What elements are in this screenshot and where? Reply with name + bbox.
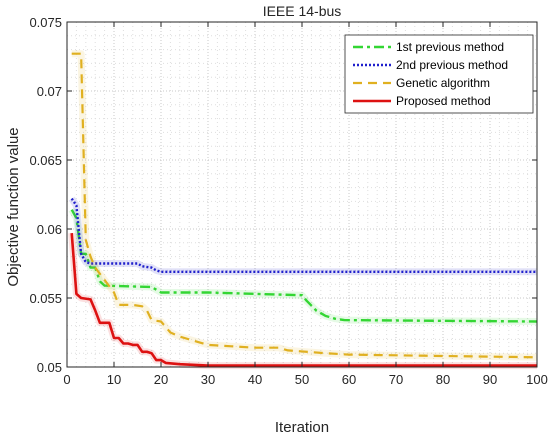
tick-labels: 0 10 20 30 40 50 60 70 80 90 100 0.05 0.055 0.06 0.065… (29, 15, 547, 387)
x-tick-label: 70 (389, 372, 403, 387)
x-tick-label: 80 (436, 372, 450, 387)
series-line-4 (70, 232, 537, 367)
series-group (68, 50, 538, 370)
legend-label-2: 2nd previous method (396, 58, 508, 72)
y-tick-label: 0.075 (29, 15, 62, 30)
x-tick-label: 0 (63, 372, 70, 387)
y-tick-label: 0.06 (37, 222, 62, 237)
legend-label-3: Genetic algorithm (396, 76, 490, 90)
series-line-1 (70, 209, 538, 323)
y-axis-title: Objective function value (5, 127, 22, 286)
legend-label-4: Proposed method (396, 94, 491, 108)
x-tick-label: 30 (201, 372, 215, 387)
x-axis-title: Iteration (275, 419, 329, 436)
legend-label-1: 1st previous method (396, 40, 504, 54)
axes (66, 21, 538, 368)
x-tick-label: 60 (342, 372, 356, 387)
x-tick-label: 50 (295, 372, 309, 387)
legend: 1st previous method 2nd previous method Ge… (344, 34, 534, 114)
y-tick-label: 0.05 (37, 360, 62, 375)
x-tick-label: 20 (154, 372, 168, 387)
y-tick-label: 0.065 (29, 153, 62, 168)
y-tick-label: 0.055 (29, 291, 62, 306)
x-tick-label: 10 (107, 372, 121, 387)
series-glow-3 (71, 50, 538, 361)
series-line-2 (70, 197, 537, 273)
x-tick-label: 40 (248, 372, 262, 387)
x-tick-label: 90 (483, 372, 497, 387)
chart-title: IEEE 14-bus (263, 3, 342, 19)
x-tick-label: 100 (526, 372, 548, 387)
y-tick-label: 0.07 (37, 84, 62, 99)
